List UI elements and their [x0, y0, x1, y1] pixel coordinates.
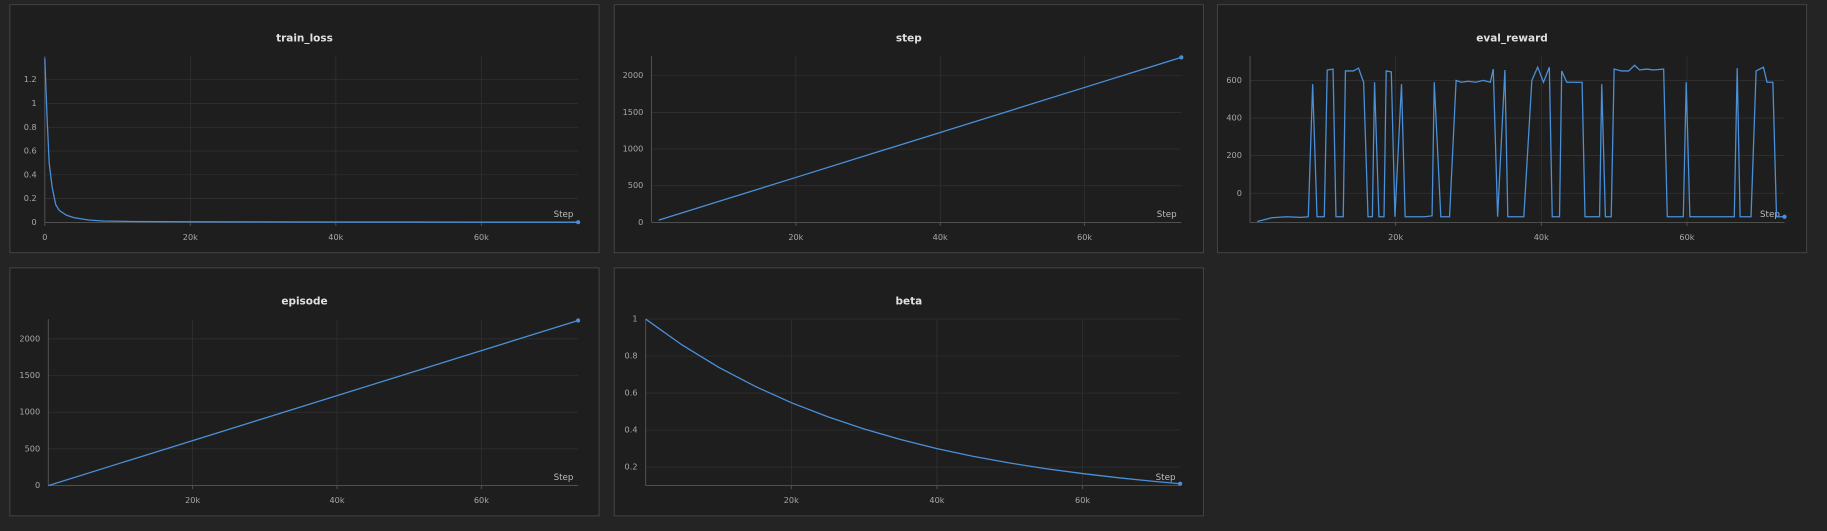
- chart-title: train_loss: [276, 32, 333, 44]
- x-tick-label: 20k: [1388, 232, 1403, 242]
- panel-background: [9, 267, 600, 517]
- x-tick-label: 20k: [788, 232, 803, 242]
- x-tick-label: 60k: [474, 495, 489, 505]
- data-line: [1257, 64, 1785, 223]
- y-tick-label: 500: [25, 443, 41, 453]
- y-tick-label: 1: [31, 98, 36, 108]
- y-tick-label: 1000: [623, 144, 644, 154]
- x-tick-label: 0: [42, 232, 47, 242]
- y-tick-label: 0.4: [24, 169, 37, 179]
- x-tick-label: 60k: [1077, 232, 1092, 242]
- x-tick-label: 40k: [328, 232, 343, 242]
- x-tick-label: 20k: [784, 495, 799, 505]
- x-axis-label: Step: [1157, 210, 1177, 220]
- chart-panel: step 0 500 1000 1500 2000 20k 40k 60k Step: [613, 4, 1204, 254]
- data-line: [645, 318, 1181, 485]
- y-tick-label: 1500: [19, 370, 40, 380]
- y-tick-label: 0: [638, 217, 643, 227]
- y-tick-label: 1500: [623, 107, 644, 117]
- data-line: [44, 58, 579, 223]
- x-tick-label: 40k: [933, 232, 948, 242]
- y-tick-label: 0: [35, 480, 40, 490]
- y-tick-label: 0.2: [24, 193, 37, 203]
- data-line: [48, 319, 579, 487]
- y-tick-label: 1000: [19, 407, 40, 417]
- x-axis-label: Step: [554, 210, 574, 220]
- x-tick-label: 20k: [185, 495, 200, 505]
- panel-background: [613, 267, 1204, 517]
- x-tick-label: 40k: [1534, 232, 1549, 242]
- y-tick-label: 600: [1226, 75, 1242, 85]
- chart-panel: episode 0 500 1000 1500 2000 20k 40k 60k Step: [9, 267, 600, 517]
- y-tick-label: 1.2: [24, 74, 37, 84]
- x-axis-label: Step: [1156, 473, 1176, 483]
- last-point: [1178, 481, 1183, 486]
- chart-panel: eval_reward 0 200 400 600 20k 40k 60k Step: [1216, 4, 1808, 254]
- y-tick-label: 0.6: [625, 388, 638, 398]
- y-tick-label: 0: [31, 217, 36, 227]
- last-point: [576, 220, 581, 225]
- y-tick-label: 0.6: [24, 146, 37, 156]
- chart-panel: beta 0.2 0.4 0.6 0.8 1 20k 40k 60k Step: [613, 267, 1204, 517]
- y-tick-label: 0.8: [24, 122, 37, 132]
- panel-background: [9, 4, 600, 254]
- x-tick-label: 20k: [183, 232, 198, 242]
- x-axis-label: Step: [554, 473, 574, 483]
- last-point: [576, 318, 581, 323]
- x-axis-label: Step: [1760, 210, 1780, 220]
- chart-panel: train_loss 0 0.2 0.4 0.6 0.8 1 1.2 0 20k 40k 60k Ste…: [9, 4, 600, 254]
- panel-background: [613, 4, 1204, 254]
- y-tick-label: 0: [1237, 188, 1242, 198]
- last-point: [1179, 55, 1184, 60]
- y-tick-label: 500: [628, 180, 644, 190]
- x-tick-label: 60k: [474, 232, 489, 242]
- y-tick-label: 0.2: [625, 462, 638, 472]
- x-tick-label: 40k: [929, 495, 944, 505]
- data-line: [658, 56, 1182, 221]
- y-tick-label: 0.8: [625, 351, 638, 361]
- x-tick-label: 60k: [1075, 495, 1090, 505]
- y-tick-label: 400: [1226, 112, 1242, 122]
- y-tick-label: 2000: [19, 333, 40, 343]
- y-tick-label: 2000: [623, 70, 644, 80]
- chart-title: eval_reward: [1476, 32, 1547, 44]
- x-tick-label: 60k: [1679, 232, 1694, 242]
- last-point: [1782, 214, 1787, 219]
- y-tick-label: 1: [632, 314, 637, 324]
- chart-title: step: [896, 32, 922, 44]
- x-tick-label: 40k: [329, 495, 344, 505]
- chart-title: beta: [896, 296, 923, 308]
- chart-title: episode: [281, 296, 327, 308]
- panel-background: [1216, 4, 1808, 254]
- y-tick-label: 200: [1226, 150, 1242, 160]
- y-tick-label: 0.4: [625, 425, 638, 435]
